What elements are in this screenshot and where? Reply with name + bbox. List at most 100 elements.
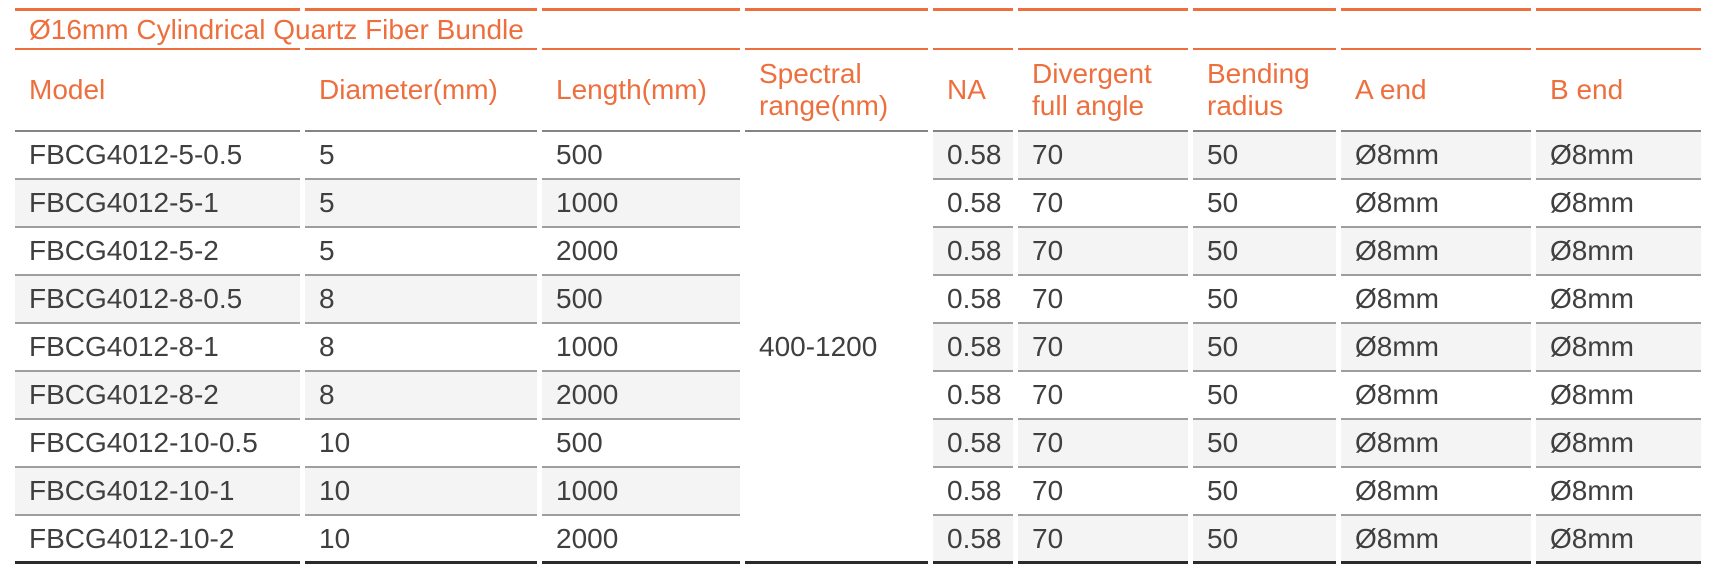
table-row: FBCG4012-8-1 8 1000 0.58 70 50 Ø8mm Ø8mm bbox=[15, 324, 1701, 373]
cell-length: 1000 bbox=[542, 180, 740, 229]
col-header-length: Length(mm) bbox=[542, 50, 740, 133]
cell-a-end: Ø8mm bbox=[1341, 228, 1531, 277]
datasheet-page: Ø16mm Cylindrical Quartz Fiber Bundle Mo… bbox=[10, 8, 1706, 565]
cell-na: 0.58 bbox=[933, 420, 1013, 469]
cell-b-end: Ø8mm bbox=[1536, 228, 1701, 277]
cell-a-end: Ø8mm bbox=[1341, 372, 1531, 421]
cell-na: 0.58 bbox=[933, 516, 1013, 565]
col-header-spectral-range: Spectral range(nm) bbox=[745, 50, 928, 133]
cell-divergent-full-angle: 70 bbox=[1018, 372, 1188, 421]
title-row-spacer bbox=[1018, 8, 1188, 50]
cell-diameter: 10 bbox=[305, 420, 537, 469]
cell-divergent-full-angle: 70 bbox=[1018, 276, 1188, 325]
cell-a-end: Ø8mm bbox=[1341, 420, 1531, 469]
spec-table: Ø16mm Cylindrical Quartz Fiber Bundle Mo… bbox=[10, 8, 1706, 565]
cell-a-end: Ø8mm bbox=[1341, 324, 1531, 373]
cell-bending-radius: 50 bbox=[1193, 516, 1336, 565]
col-header-b-end: B end bbox=[1536, 50, 1701, 133]
table-header-row: Model Diameter(mm) Length(mm) Spectral r… bbox=[15, 50, 1701, 133]
table-row: FBCG4012-8-2 8 2000 0.58 70 50 Ø8mm Ø8mm bbox=[15, 372, 1701, 421]
cell-divergent-full-angle: 70 bbox=[1018, 420, 1188, 469]
col-header-a-end: A end bbox=[1341, 50, 1531, 133]
cell-model: FBCG4012-8-2 bbox=[15, 372, 300, 421]
cell-na: 0.58 bbox=[933, 372, 1013, 421]
cell-a-end: Ø8mm bbox=[1341, 180, 1531, 229]
table-title-row: Ø16mm Cylindrical Quartz Fiber Bundle bbox=[15, 8, 1701, 50]
cell-a-end: Ø8mm bbox=[1341, 132, 1531, 181]
title-row-spacer bbox=[745, 8, 928, 50]
cell-b-end: Ø8mm bbox=[1536, 276, 1701, 325]
cell-length: 2000 bbox=[542, 516, 740, 565]
cell-diameter: 10 bbox=[305, 468, 537, 517]
cell-diameter: 5 bbox=[305, 180, 537, 229]
table-row: FBCG4012-8-0.5 8 500 0.58 70 50 Ø8mm Ø8mm bbox=[15, 276, 1701, 325]
table-row: FBCG4012-10-0.5 10 500 0.58 70 50 Ø8mm Ø8mm bbox=[15, 420, 1701, 469]
table-row: FBCG4012-10-1 10 1000 0.58 70 50 Ø8mm Ø8mm bbox=[15, 468, 1701, 517]
cell-na: 0.58 bbox=[933, 276, 1013, 325]
cell-model: FBCG4012-5-0.5 bbox=[15, 132, 300, 181]
col-header-diameter: Diameter(mm) bbox=[305, 50, 537, 133]
title-row-spacer bbox=[305, 8, 537, 50]
cell-bending-radius: 50 bbox=[1193, 324, 1336, 373]
cell-length: 500 bbox=[542, 420, 740, 469]
col-header-divergent-full-angle: Divergent full angle bbox=[1018, 50, 1188, 133]
cell-length: 2000 bbox=[542, 372, 740, 421]
table-row: FBCG4012-10-2 10 2000 0.58 70 50 Ø8mm Ø8mm bbox=[15, 516, 1701, 565]
cell-diameter: 5 bbox=[305, 132, 537, 181]
cell-diameter: 8 bbox=[305, 276, 537, 325]
cell-diameter: 8 bbox=[305, 372, 537, 421]
cell-bending-radius: 50 bbox=[1193, 180, 1336, 229]
cell-bending-radius: 50 bbox=[1193, 276, 1336, 325]
cell-divergent-full-angle: 70 bbox=[1018, 516, 1188, 565]
cell-b-end: Ø8mm bbox=[1536, 132, 1701, 181]
cell-model: FBCG4012-8-0.5 bbox=[15, 276, 300, 325]
cell-bending-radius: 50 bbox=[1193, 468, 1336, 517]
title-row-spacer bbox=[542, 8, 740, 50]
cell-model: FBCG4012-10-1 bbox=[15, 468, 300, 517]
cell-diameter: 8 bbox=[305, 324, 537, 373]
cell-divergent-full-angle: 70 bbox=[1018, 180, 1188, 229]
table-row: FBCG4012-5-1 5 1000 0.58 70 50 Ø8mm Ø8mm bbox=[15, 180, 1701, 229]
cell-b-end: Ø8mm bbox=[1536, 180, 1701, 229]
title-row-spacer bbox=[1536, 8, 1701, 50]
cell-b-end: Ø8mm bbox=[1536, 324, 1701, 373]
cell-model: FBCG4012-10-0.5 bbox=[15, 420, 300, 469]
table-row: FBCG4012-5-0.5 5 500 400-1200 0.58 70 50 Ø8mm Ø8… bbox=[15, 132, 1701, 565]
cell-b-end: Ø8mm bbox=[1536, 420, 1701, 469]
col-header-bending-radius: Bending radius bbox=[1193, 50, 1336, 133]
cell-divergent-full-angle: 70 bbox=[1018, 228, 1188, 277]
cell-b-end: Ø8mm bbox=[1536, 468, 1701, 517]
cell-diameter: 10 bbox=[305, 516, 537, 565]
col-header-na: NA bbox=[933, 50, 1013, 133]
cell-na: 0.58 bbox=[933, 180, 1013, 229]
cell-a-end: Ø8mm bbox=[1341, 516, 1531, 565]
cell-a-end: Ø8mm bbox=[1341, 468, 1531, 517]
cell-divergent-full-angle: 70 bbox=[1018, 324, 1188, 373]
cell-divergent-full-angle: 70 bbox=[1018, 132, 1188, 181]
cell-divergent-full-angle: 70 bbox=[1018, 468, 1188, 517]
cell-length: 500 bbox=[542, 132, 740, 181]
table-title: Ø16mm Cylindrical Quartz Fiber Bundle bbox=[15, 8, 524, 50]
cell-bending-radius: 50 bbox=[1193, 132, 1336, 181]
spectral-range-cell: 400-1200 bbox=[745, 132, 928, 565]
cell-bending-radius: 50 bbox=[1193, 372, 1336, 421]
title-row-spacer bbox=[1193, 8, 1336, 50]
cell-na: 0.58 bbox=[933, 228, 1013, 277]
cell-na: 0.58 bbox=[933, 132, 1013, 181]
table-body: FBCG4012-5-0.5 5 500 400-1200 0.58 70 50 Ø8mm Ø8… bbox=[15, 132, 1701, 565]
cell-bending-radius: 50 bbox=[1193, 228, 1336, 277]
cell-bending-radius: 50 bbox=[1193, 420, 1336, 469]
table-row: FBCG4012-5-2 5 2000 0.58 70 50 Ø8mm Ø8mm bbox=[15, 228, 1701, 277]
cell-b-end: Ø8mm bbox=[1536, 516, 1701, 565]
cell-b-end: Ø8mm bbox=[1536, 372, 1701, 421]
col-header-model: Model bbox=[15, 50, 300, 133]
cell-model: FBCG4012-10-2 bbox=[15, 516, 300, 565]
title-row-spacer bbox=[1341, 8, 1531, 50]
cell-model: FBCG4012-5-2 bbox=[15, 228, 300, 277]
cell-length: 1000 bbox=[542, 468, 740, 517]
cell-length: 1000 bbox=[542, 324, 740, 373]
title-row-spacer bbox=[933, 8, 1013, 50]
cell-model: FBCG4012-5-1 bbox=[15, 180, 300, 229]
cell-model: FBCG4012-8-1 bbox=[15, 324, 300, 373]
cell-na: 0.58 bbox=[933, 468, 1013, 517]
